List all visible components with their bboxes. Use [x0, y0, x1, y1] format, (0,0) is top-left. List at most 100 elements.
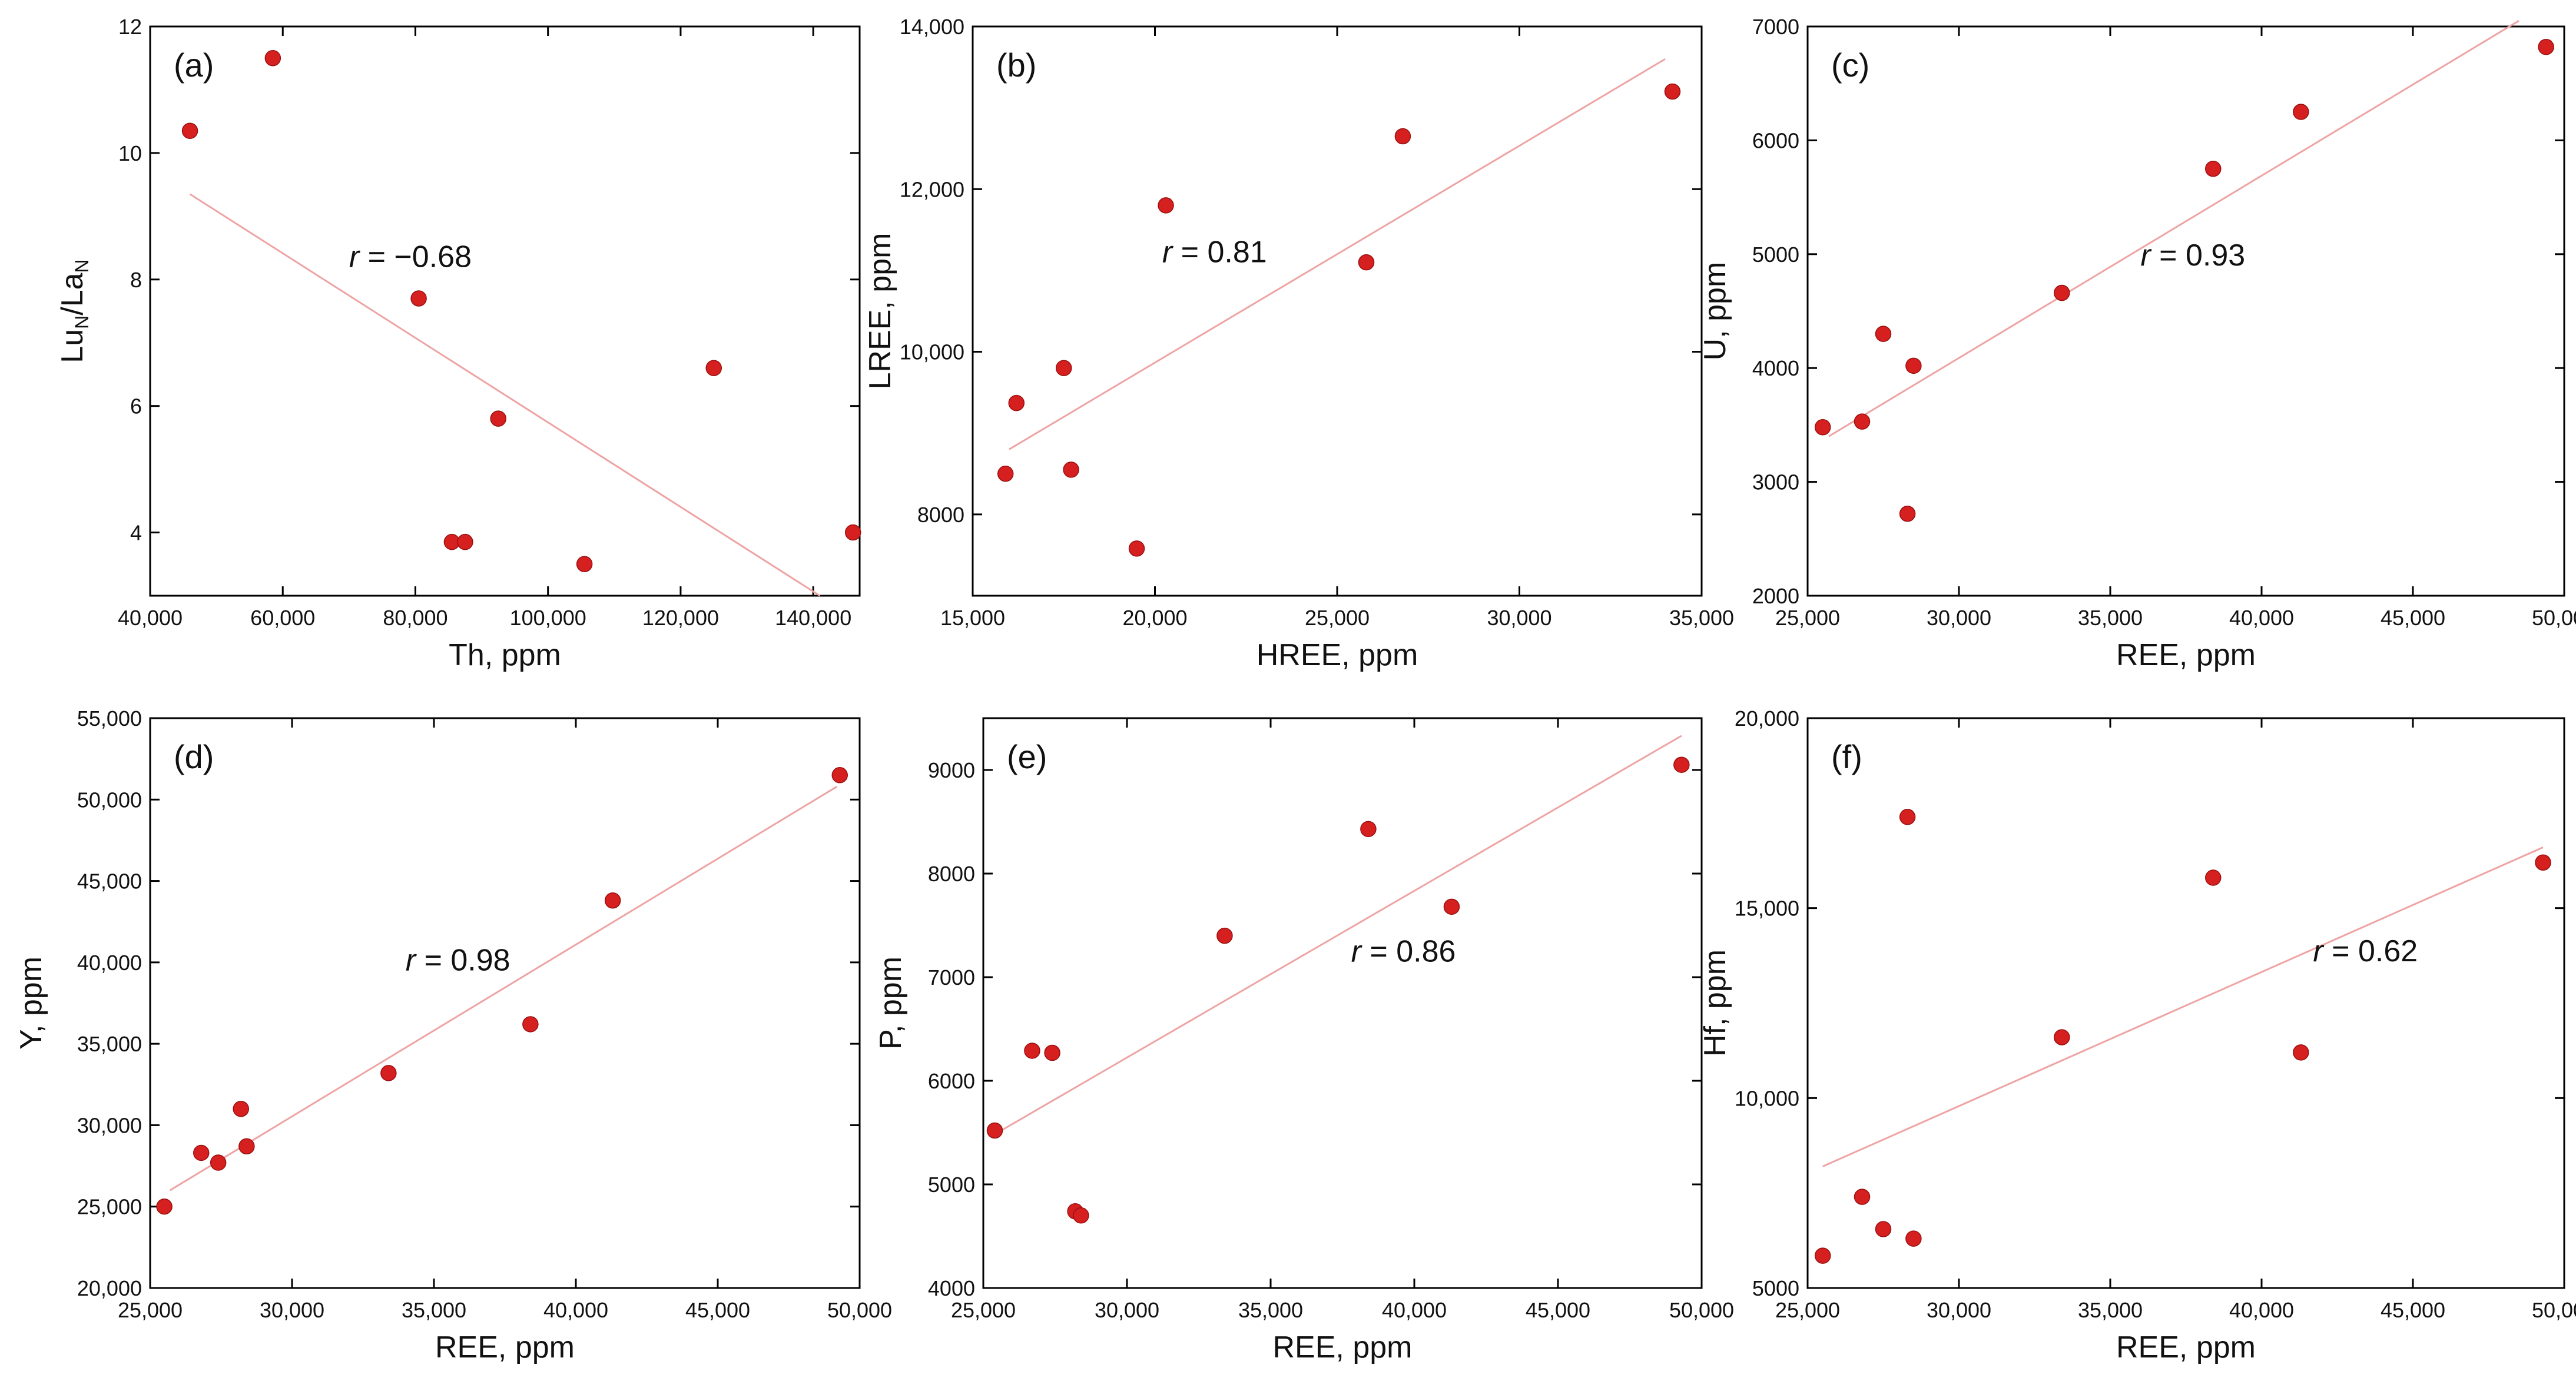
regression-line — [189, 193, 821, 597]
x-tick-label: 35,000 — [402, 1298, 466, 1322]
x-tick-label: 50,000 — [827, 1298, 892, 1322]
panel-d: 25,000 30,000 35,000 40,000 45,000 50,000 20,0… — [14, 706, 892, 1365]
x-tick-label: 20,000 — [1122, 606, 1187, 630]
y-tick-label: 12,000 — [900, 177, 964, 201]
x-axis-title: REE, ppm — [2116, 638, 2256, 672]
panel-e: 25,000 30,000 35,000 40,000 45,000 50,000 4000… — [874, 717, 1734, 1365]
data-point — [997, 466, 1014, 482]
y-tick-label: 5000 — [1752, 243, 1799, 267]
y-tick-label: 5000 — [928, 1173, 975, 1197]
plot-frame — [972, 25, 1703, 597]
x-tick-label: 80,000 — [383, 606, 447, 630]
y-tick-label: 20,000 — [77, 1276, 142, 1300]
x-tick-label: 30,000 — [1095, 1298, 1159, 1322]
panel-a: 40,000 60,000 80,000 100,000 120,000 140,000 4… — [55, 15, 861, 672]
y-tick-label: 4000 — [928, 1276, 975, 1300]
y-axis-title: P, ppm — [874, 957, 908, 1050]
correlation-label: r = 0.81 — [1162, 235, 1267, 270]
y-tick-label: 55,000 — [77, 706, 142, 731]
x-tick-label: 25,000 — [1775, 606, 1840, 630]
data-point — [457, 533, 473, 550]
x-tick-label: 45,000 — [2381, 606, 2445, 630]
panel-b: 15,000 20,000 25,000 30,000 35,000 8000 10,000… — [863, 15, 1734, 672]
x-tick-label: 40,000 — [2229, 606, 2294, 630]
y-tick-label: 40,000 — [77, 951, 142, 975]
plot-frame — [1806, 717, 2565, 1289]
data-point — [1024, 1043, 1040, 1059]
data-point — [2293, 104, 2309, 120]
y-tick-label: 10,000 — [1735, 1086, 1799, 1110]
x-tick-label: 35,000 — [2078, 1298, 2143, 1322]
data-point — [1056, 360, 1072, 376]
data-point — [844, 524, 861, 541]
x-tick-label: 35,000 — [1669, 606, 1734, 630]
x-tick-label: 50,000 — [2532, 606, 2576, 630]
data-point — [410, 290, 427, 307]
x-tick-label: 45,000 — [2381, 1298, 2445, 1322]
y-tick-label: 45,000 — [77, 869, 142, 894]
data-point — [156, 1198, 173, 1215]
data-point — [1158, 197, 1174, 214]
x-tick-label: 25,000 — [1305, 606, 1370, 630]
x-tick-label: 140,000 — [775, 606, 851, 630]
data-point — [1814, 1247, 1831, 1264]
correlation-label: r = 0.86 — [1351, 935, 1456, 969]
x-tick-label: 45,000 — [1526, 1298, 1590, 1322]
y-tick-label: 12 — [118, 15, 142, 39]
data-point — [238, 1138, 255, 1155]
x-axis-title: Th, ppm — [449, 638, 561, 672]
x-tick-label: 25,000 — [118, 1298, 183, 1322]
y-tick-label: 5000 — [1752, 1276, 1799, 1300]
data-point — [1216, 927, 1233, 944]
data-point — [522, 1016, 539, 1033]
data-point — [2054, 284, 2070, 301]
y-tick-label: 6 — [130, 394, 142, 419]
data-point — [233, 1101, 249, 1117]
data-point — [1664, 83, 1681, 100]
y-axis-title: LREE, ppm — [863, 233, 897, 390]
regression-line — [1822, 846, 2544, 1167]
y-axis-title: U, ppm — [1698, 262, 1732, 361]
y-tick-label: 2000 — [1752, 584, 1799, 608]
data-point — [705, 360, 722, 376]
y-axis-title: LuN/LaN — [55, 259, 92, 363]
plot-frame — [1806, 25, 2565, 597]
y-tick-label: 3000 — [1752, 470, 1799, 494]
data-point — [1008, 394, 1025, 411]
x-tick-label: 30,000 — [1927, 606, 1991, 630]
y-tick-label: 8000 — [928, 862, 975, 886]
data-point — [490, 410, 506, 427]
y-tick-label: 50,000 — [77, 788, 142, 812]
y-tick-label: 7000 — [1752, 15, 1799, 39]
y-tick-label: 6000 — [1752, 128, 1799, 152]
y-tick-label: 6000 — [928, 1069, 975, 1093]
data-point — [1854, 413, 1871, 430]
x-tick-label: 35,000 — [2078, 606, 2143, 630]
x-tick-label: 60,000 — [250, 606, 315, 630]
x-tick-label: 40,000 — [118, 606, 183, 630]
data-point — [2054, 1029, 2070, 1045]
data-point — [1905, 357, 1922, 374]
panel-label: (f) — [1831, 738, 1862, 775]
data-point — [1899, 809, 1916, 825]
y-tick-label: 25,000 — [77, 1195, 142, 1219]
plot-frame — [149, 717, 861, 1289]
x-tick-label: 30,000 — [260, 1298, 324, 1322]
x-tick-label: 30,000 — [1927, 1298, 1991, 1322]
data-point — [1394, 128, 1411, 145]
data-point — [264, 49, 281, 67]
x-tick-label: 50,000 — [2532, 1298, 2576, 1322]
regression-line — [1828, 20, 2519, 437]
y-axis-title: Hf, ppm — [1698, 950, 1732, 1057]
data-point — [831, 767, 848, 784]
x-tick-label: 100,000 — [510, 606, 586, 630]
correlation-label: r = 0.98 — [406, 944, 510, 978]
x-axis-title: REE, ppm — [1273, 1330, 1413, 1365]
data-point — [1854, 1189, 1871, 1205]
data-point — [1814, 419, 1831, 436]
plot-frame — [149, 25, 861, 597]
data-point — [193, 1144, 210, 1161]
data-point — [181, 122, 198, 140]
data-point — [1899, 506, 1916, 522]
